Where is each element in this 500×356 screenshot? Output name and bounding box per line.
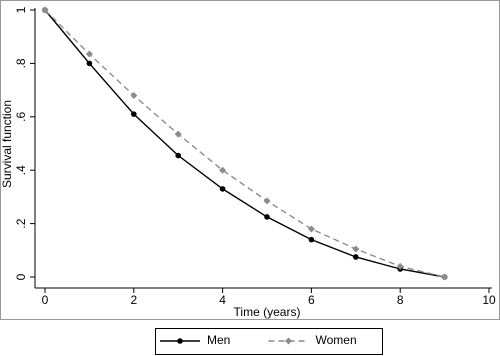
marker: [130, 91, 138, 99]
x-tick-label: 10: [482, 293, 496, 307]
marker: [174, 130, 182, 138]
marker: [264, 214, 270, 220]
marker: [441, 273, 449, 281]
x-tick-label: 0: [42, 293, 49, 307]
y-tick-label: .8: [14, 58, 28, 68]
marker: [396, 262, 404, 270]
marker: [175, 152, 181, 159]
x-axis-label: Time (years): [234, 305, 301, 319]
marker: [219, 186, 226, 192]
y-tick-label: .2: [14, 218, 28, 228]
legend-label: Women: [316, 333, 357, 347]
marker: [352, 245, 360, 253]
marker: [177, 338, 183, 344]
series-line: [44, 9, 445, 278]
y-tick-label: .6: [14, 111, 28, 121]
marker: [219, 166, 227, 174]
marker: [353, 254, 359, 260]
marker: [307, 225, 315, 233]
marker: [285, 337, 292, 345]
x-tick-label: 8: [397, 293, 404, 307]
marker: [263, 197, 271, 205]
marker: [86, 60, 93, 67]
marker: [131, 111, 137, 117]
y-axis-label: Survival function: [0, 100, 14, 188]
y-tick-label: 1: [14, 6, 28, 13]
legend-label: Men: [207, 333, 230, 347]
x-tick-label: 6: [308, 293, 315, 307]
y-tick-label: .4: [14, 165, 28, 175]
marker: [308, 236, 315, 243]
plot-frame: [0, 0, 500, 320]
x-tick-label: 2: [130, 293, 137, 307]
marker: [41, 6, 49, 14]
marker: [85, 50, 93, 58]
y-tick-label: 0: [14, 273, 28, 280]
series-line: [44, 9, 445, 278]
x-tick-label: 4: [219, 293, 226, 307]
